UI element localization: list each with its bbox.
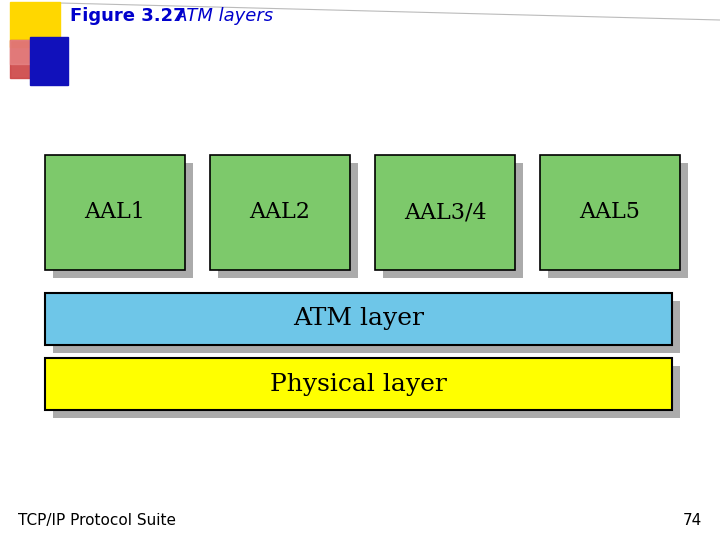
Bar — [53, 366, 680, 418]
Text: ATM layer: ATM layer — [293, 307, 424, 330]
Bar — [45, 293, 672, 345]
Text: Figure 3.27: Figure 3.27 — [70, 7, 186, 25]
Text: AAL1: AAL1 — [84, 201, 145, 224]
Text: AAL2: AAL2 — [250, 201, 310, 224]
Bar — [210, 155, 350, 270]
Text: ATM layers: ATM layers — [158, 7, 273, 25]
Bar — [540, 155, 680, 270]
Text: AAL3/4: AAL3/4 — [404, 201, 486, 224]
Bar — [30, 37, 68, 85]
Bar — [45, 358, 672, 410]
Bar — [53, 163, 193, 278]
Text: TCP/IP Protocol Suite: TCP/IP Protocol Suite — [18, 513, 176, 528]
Bar — [383, 163, 523, 278]
Bar — [53, 301, 680, 353]
Bar — [218, 163, 358, 278]
Bar — [45, 155, 185, 270]
Bar — [10, 2, 60, 47]
Text: AAL5: AAL5 — [580, 201, 640, 224]
Text: Physical layer: Physical layer — [270, 373, 447, 395]
Bar — [10, 40, 48, 78]
Bar — [548, 163, 688, 278]
Bar — [10, 40, 48, 64]
Text: 74: 74 — [683, 513, 702, 528]
Bar — [375, 155, 515, 270]
